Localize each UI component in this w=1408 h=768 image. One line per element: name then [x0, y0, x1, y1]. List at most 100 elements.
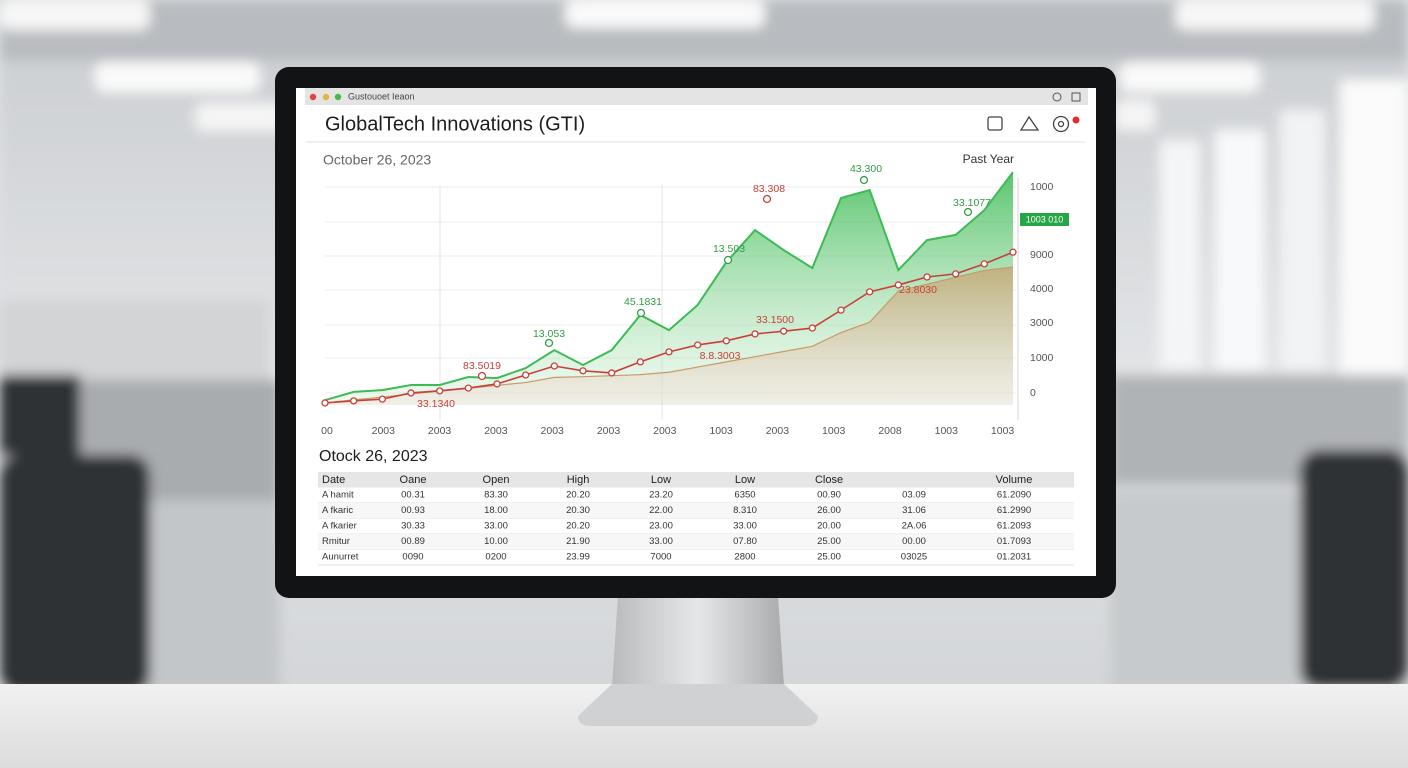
- range-label[interactable]: Past Year: [963, 152, 1014, 166]
- monitor-base: [578, 684, 818, 726]
- window-icon[interactable]: [1052, 92, 1062, 102]
- annotation-dot: [544, 338, 554, 348]
- table-cell: 03025: [901, 552, 927, 563]
- table-row: [318, 534, 1074, 550]
- annotation: 33.1077: [953, 197, 991, 209]
- table-cell: 25.00: [817, 536, 841, 547]
- alert-icon[interactable]: [1019, 115, 1040, 131]
- line-marker: [722, 337, 730, 345]
- table-cell: Aunurret: [322, 552, 359, 563]
- table-cell: 30.33: [401, 521, 425, 532]
- window-title: Gustouoet Ieaon: [348, 91, 415, 101]
- table-cell: 0090: [402, 552, 423, 563]
- line-marker: [522, 371, 530, 379]
- line-marker: [780, 327, 788, 335]
- x-axis-label: 2003: [428, 425, 452, 437]
- line-marker: [866, 288, 874, 296]
- table-cell: 23.99: [566, 552, 590, 563]
- close-button[interactable]: [309, 93, 317, 101]
- maximize-button[interactable]: [334, 93, 342, 101]
- table-cell: 00.31: [401, 490, 425, 501]
- annotation: 33.1500: [756, 314, 794, 326]
- table-cell: 03.09: [902, 490, 926, 501]
- x-axis-label: 2003: [653, 425, 677, 437]
- column-header: Open: [483, 474, 510, 486]
- table-cell: A fkarier: [322, 521, 357, 532]
- column-header: Date: [322, 474, 345, 486]
- table-cell: 26.00: [817, 505, 841, 516]
- table-cell: 00.00: [902, 536, 926, 547]
- table-cell: 01.7093: [997, 536, 1031, 547]
- x-axis-label: 1003: [935, 425, 959, 437]
- table-cell: 10.00: [484, 536, 508, 547]
- annotation: 8.8.3003: [700, 350, 741, 362]
- table-header-bg: [318, 472, 1074, 488]
- annotation: 45.1831: [624, 296, 662, 308]
- table-row: [318, 518, 1074, 534]
- table-cell: 61.2093: [997, 521, 1031, 532]
- annotation: 33.1340: [417, 398, 455, 410]
- annotation-dot: [636, 308, 646, 318]
- table-cell: 8.310: [733, 505, 757, 516]
- table-row: [318, 487, 1074, 503]
- table-cell: 0200: [485, 552, 506, 563]
- table-cell: 01.2031: [997, 552, 1031, 563]
- line-marker: [808, 324, 816, 332]
- x-axis-label: 00: [321, 425, 333, 437]
- table-cell: 20.20: [566, 490, 590, 501]
- column-header: Close: [815, 474, 843, 486]
- annotation: 13.053: [533, 328, 565, 340]
- annotation-dot: [477, 371, 487, 381]
- line-marker: [378, 395, 386, 403]
- table-cell: A fkaric: [322, 505, 353, 516]
- line-marker: [694, 341, 702, 349]
- minimize-button[interactable]: [322, 93, 330, 101]
- table-cell: 21.90: [566, 536, 590, 547]
- area-fill: [325, 267, 1013, 405]
- line-marker: [321, 399, 329, 407]
- line-marker: [407, 389, 415, 397]
- line-marker: [665, 348, 673, 356]
- y-axis-label: 1000: [1030, 181, 1054, 193]
- y-axis-label: 3000: [1030, 317, 1054, 329]
- settings-icon-center: [1057, 120, 1065, 128]
- monitor-stand: [612, 596, 784, 686]
- notification-dot: [1072, 116, 1080, 124]
- column-header: Oane: [400, 474, 427, 486]
- calendar-icon[interactable]: [987, 116, 1003, 131]
- line-marker: [436, 387, 444, 395]
- table-cell: 22.00: [649, 505, 673, 516]
- table-cell: A hamit: [322, 490, 354, 501]
- line-marker: [579, 367, 587, 375]
- y-axis-label: 1000: [1030, 352, 1054, 364]
- x-axis-label: 2003: [541, 425, 565, 437]
- y-axis-label: 9000: [1030, 249, 1054, 261]
- area-line: [324, 171, 1014, 402]
- line-marker: [980, 260, 988, 268]
- annotation: 83.5019: [463, 360, 501, 372]
- chart-date: October 26, 2023: [323, 152, 431, 168]
- table-cell: 07.80: [733, 536, 757, 547]
- line-marker: [350, 397, 358, 405]
- table-cell: 2800: [734, 552, 755, 563]
- table-cell: 20.20: [566, 521, 590, 532]
- line-marker: [636, 358, 644, 366]
- x-axis-label: 2003: [372, 425, 396, 437]
- table-cell: 61.2090: [997, 490, 1031, 501]
- annotation-dot: [859, 175, 869, 185]
- price-badge: [1020, 213, 1069, 226]
- app-title: GlobalTech Innovations (GTI): [325, 113, 585, 135]
- table-cell: 20.30: [566, 505, 590, 516]
- annotation: 43.300: [850, 163, 882, 175]
- settings-icon[interactable]: [1052, 115, 1070, 133]
- table-title: Otock 26, 2023: [319, 448, 428, 465]
- column-header: High: [567, 474, 590, 486]
- table-cell: 7000: [650, 552, 671, 563]
- window-icon[interactable]: [1071, 92, 1081, 102]
- column-header: Low: [651, 474, 671, 486]
- x-axis-label: 2003: [597, 425, 621, 437]
- column-header: Volume: [996, 474, 1033, 486]
- x-axis-label: 2003: [484, 425, 508, 437]
- table-cell: 33.00: [484, 521, 508, 532]
- annotation-dot: [762, 194, 772, 204]
